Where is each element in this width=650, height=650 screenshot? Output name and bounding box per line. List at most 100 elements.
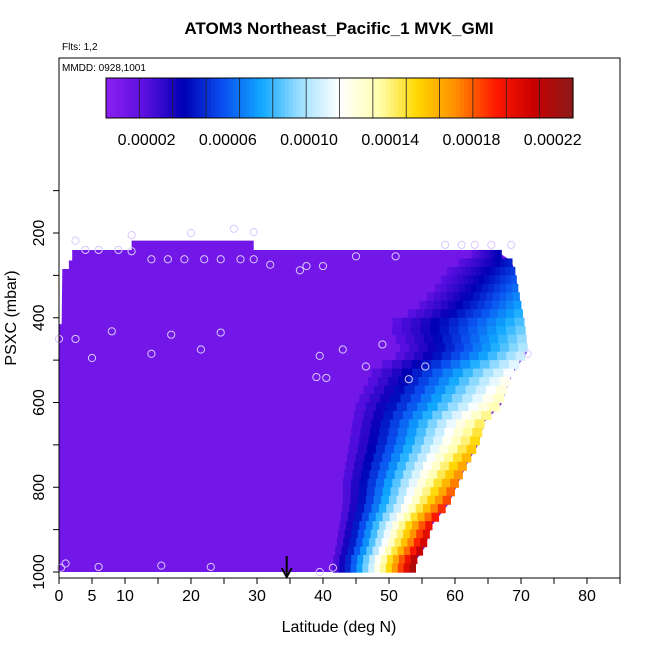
heatmap-cell [405,334,416,344]
colorbar-segment [339,78,344,118]
heatmap-cell [377,529,385,539]
heatmap-cell [368,563,375,573]
heatmap-cell [407,427,418,437]
heatmap-cell [367,377,379,387]
heatmap-cell [451,275,458,285]
heatmap-cell [381,555,388,565]
heatmap-cell [397,563,405,573]
heatmap-cell [500,266,506,276]
heatmap-cell [371,368,383,378]
heatmap-cell [396,436,407,446]
heatmap-cell [462,275,469,285]
heatmap-cell [371,504,380,514]
heatmap-cell [455,419,466,429]
colorbar-segment [417,78,422,118]
heatmap-cell [405,436,416,446]
heatmap-cell [441,410,453,421]
heatmap-cell [441,275,448,285]
heatmap-cell [415,504,424,514]
heatmap-cell [505,275,512,285]
heatmap-cell [397,546,405,556]
observation-point [216,255,225,264]
colorbar-segment [156,78,162,118]
heatmap-cell [475,249,479,260]
heatmap-cell [343,538,351,548]
heatmap-cell [366,546,374,556]
colorbar-segment [273,78,278,118]
heatmap-cell [479,377,491,387]
heatmap-cell [357,529,365,539]
heatmap-cell [486,249,490,260]
heatmap-cell [482,394,494,404]
observation-point [216,328,225,337]
heatmap-cell [363,385,375,395]
heatmap-cell [495,317,506,327]
heatmap-cell [515,326,526,336]
y-tick-label: 1000 [31,554,48,590]
heatmap-cell [435,385,446,395]
heatmap-cell [456,309,466,319]
heatmap-cell [418,521,426,531]
colorbar-segment [444,78,450,118]
heatmap-cell [373,495,382,505]
heatmap-cell [448,300,457,310]
heatmap-cell [441,394,453,404]
heatmap-cell [463,427,473,437]
colorbar-segment [405,78,411,118]
observation-point [378,340,387,349]
colorbar-segment [355,78,360,118]
heatmap-cell [493,394,504,404]
heatmap-cell [447,402,459,412]
heatmap-cell [368,436,379,446]
heatmap-cell [424,385,436,395]
heatmap-field [59,240,528,573]
heatmap-cell [488,258,494,268]
heatmap-cell [505,317,516,327]
colorbar-segment [253,78,259,118]
heatmap-cell [371,419,382,429]
colorbar-segment [281,78,286,118]
heatmap-cell [491,300,500,310]
colorbar-segment [549,78,555,118]
heatmap-cell [370,529,378,539]
heatmap-cell [350,563,358,573]
heatmap-cell [400,343,410,353]
heatmap-cell [499,377,511,387]
heatmap-cell [366,444,377,454]
colorbar-segment [211,78,216,118]
heatmap-cell [468,326,479,336]
heatmap-cell [438,487,447,497]
heatmap-cell [483,368,494,378]
heatmap-cell [357,555,364,565]
heatmap-cell [428,470,438,480]
colorbar-segment [187,78,193,118]
colorbar-tick-label: 0.00022 [524,132,582,149]
heatmap-cell [381,495,390,505]
heatmap-cell [423,351,434,361]
heatmap-cell [402,410,414,421]
observation-point [457,240,466,249]
heatmap-cell [433,436,443,446]
heatmap-cell [499,300,507,310]
colorbar-segment [541,78,547,118]
heatmap-cell [392,555,400,565]
heatmap-cell [442,495,451,505]
heatmap-cell [385,563,393,573]
heatmap-cell [473,309,483,319]
heatmap-cell [509,266,516,276]
heatmap-cell [345,461,355,471]
heatmap-cell [385,546,392,556]
heatmap-cell [441,478,451,488]
heatmap-cell [496,326,507,336]
heatmap-cell [461,266,467,276]
colorbar-segment [460,78,465,118]
heatmap-cell [416,427,427,437]
heatmap-cell [499,249,502,260]
heatmap-cell [346,521,354,531]
heatmap-cell [482,249,485,260]
heatmap-cell [386,402,398,412]
heatmap-cell [401,368,413,378]
x-tick-label: 20 [182,588,200,605]
heatmap-cell [484,249,487,260]
colorbar-segment [347,78,352,118]
